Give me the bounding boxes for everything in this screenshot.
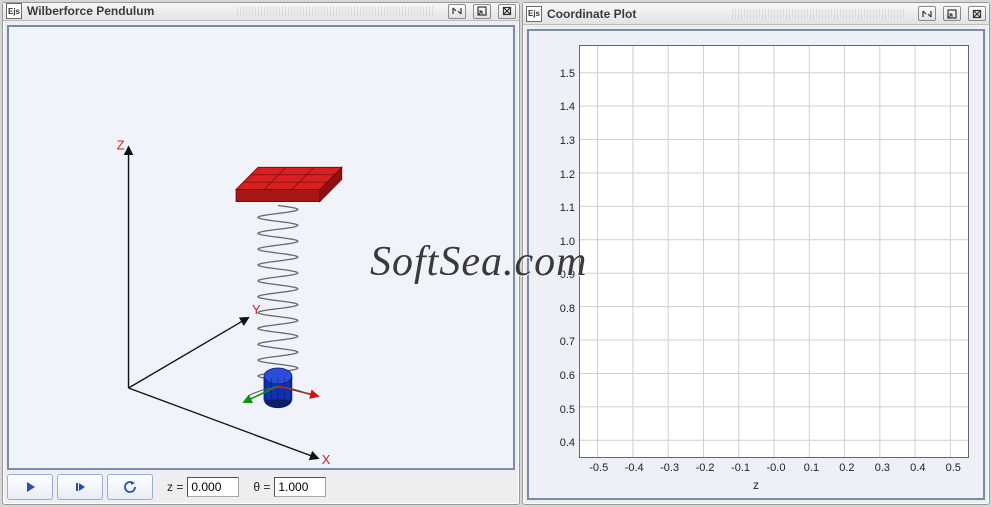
ytick-label: 1.5 — [529, 68, 575, 80]
ytick-label: 0.6 — [529, 370, 575, 382]
xtick-label: -0.4 — [625, 462, 644, 474]
pendulum-window: Ejs Wilberforce Pendulum Z Y X z = — [2, 2, 520, 505]
play-button[interactable] — [7, 474, 53, 500]
svg-text:Y: Y — [252, 302, 261, 317]
xtick-label: 0.1 — [804, 462, 819, 474]
app-icon: Ejs — [526, 6, 542, 22]
xtick-label: 0.3 — [875, 462, 890, 474]
ytick-label: 1.3 — [529, 135, 575, 147]
ytick-label: 1.4 — [529, 101, 575, 113]
window-title: Wilberforce Pendulum — [27, 4, 226, 18]
ytick-label: 0.8 — [529, 303, 575, 315]
simulation-canvas[interactable]: Z Y X — [7, 25, 515, 470]
xtick-label: -0.3 — [660, 462, 679, 474]
titlebar-grip — [732, 9, 906, 19]
titlebar-grip — [237, 6, 436, 16]
xtick-label: 0.2 — [839, 462, 854, 474]
reset-button[interactable] — [107, 474, 153, 500]
xtick-label: -0.0 — [767, 462, 786, 474]
xtick-label: -0.2 — [696, 462, 715, 474]
minimize-icon[interactable] — [918, 6, 936, 21]
maximize-icon[interactable] — [473, 4, 491, 19]
z-label: z = — [167, 480, 183, 494]
titlebar-left[interactable]: Ejs Wilberforce Pendulum — [3, 3, 519, 21]
minimize-icon[interactable] — [448, 4, 466, 19]
maximize-icon[interactable] — [943, 6, 961, 21]
plot-window: Ejs Coordinate Plot 0.4 0.5 0.6 0.7 0.8 0.9 1.… — [522, 2, 990, 505]
theta-label: θ = — [253, 480, 270, 494]
ytick-label: 1.0 — [529, 236, 575, 248]
control-toolbar: z = θ = — [7, 470, 515, 500]
ytick-label: 1.1 — [529, 202, 575, 214]
x-axis-label: z — [529, 478, 983, 492]
right-content: 0.4 0.5 0.6 0.7 0.8 0.9 1.0 1.1 1.2 1.3 1.4 1.5 z -… — [523, 25, 989, 504]
close-icon[interactable] — [968, 6, 986, 21]
step-button[interactable] — [57, 474, 103, 500]
plot-area — [579, 45, 969, 458]
svg-text:Z: Z — [117, 137, 125, 152]
left-content: Z Y X z = θ = — [3, 21, 519, 504]
coordinate-plot[interactable]: 0.4 0.5 0.6 0.7 0.8 0.9 1.0 1.1 1.2 1.3 1.4 1.5 z -… — [527, 29, 985, 500]
theta-input[interactable] — [274, 477, 326, 497]
ytick-label: 0.5 — [529, 404, 575, 416]
xtick-label: 0.5 — [946, 462, 961, 474]
ytick-label: 0.4 — [529, 437, 575, 449]
app-icon: Ejs — [6, 3, 22, 19]
ytick-label: 1.2 — [529, 169, 575, 181]
plot-grid-svg — [580, 46, 968, 457]
xtick-label: -0.1 — [731, 462, 750, 474]
titlebar-right[interactable]: Ejs Coordinate Plot — [523, 3, 989, 25]
svg-text:X: X — [322, 452, 331, 467]
ytick-label: 0.9 — [529, 269, 575, 281]
z-input[interactable] — [187, 477, 239, 497]
simulation-svg: Z Y X — [9, 27, 513, 468]
xtick-label: 0.4 — [910, 462, 925, 474]
close-icon[interactable] — [498, 4, 516, 19]
window-title: Coordinate Plot — [547, 7, 721, 21]
xtick-label: -0.5 — [589, 462, 608, 474]
ytick-label: 0.7 — [529, 336, 575, 348]
